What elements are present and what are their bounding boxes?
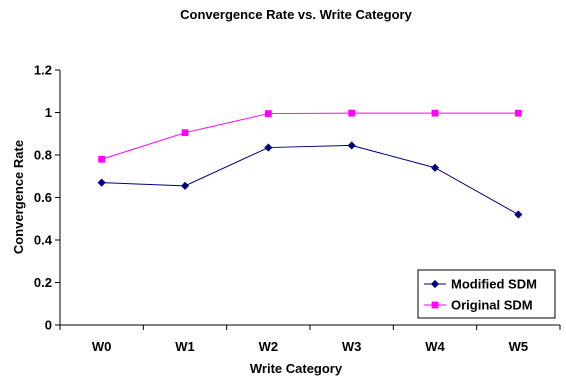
y-tick-label-0: 0 — [45, 318, 52, 333]
x-axis-label: Write Category — [250, 361, 343, 376]
legend-marker-original-sdm — [431, 301, 439, 309]
legend-label-modified-sdm: Modified SDM — [451, 277, 537, 292]
chart-title: Convergence Rate vs. Write Category — [180, 7, 412, 22]
y-axis-label: Convergence Rate — [11, 140, 26, 254]
data-point-modified-sdm-W1 — [180, 181, 190, 190]
data-point-original-sdm-W2 — [264, 110, 272, 117]
data-point-modified-sdm-W5 — [514, 210, 523, 219]
y-tick-label-4: 0.8 — [34, 148, 52, 163]
y-tick-label-5: 1 — [45, 105, 52, 120]
plot-area: 0 0.2 0.4 0.6 0.8 1 1.2 W0 W1 W2 W3 W4 W5 — [34, 63, 561, 354]
y-tick-label-3: 0.6 — [34, 190, 52, 205]
x-tick-label-W2: W2 — [259, 339, 279, 354]
data-point-original-sdm-W3 — [348, 109, 356, 117]
x-tick-label-W0: W0 — [92, 339, 112, 354]
data-point-original-sdm-W0 — [98, 155, 106, 163]
series-line-original-sdm — [101, 112, 519, 160]
legend-box — [417, 269, 556, 319]
legend: Modified SDM Original SDM — [417, 269, 556, 319]
data-point-modified-sdm-W2 — [264, 143, 273, 152]
y-tick-label-2: 0.4 — [34, 233, 53, 248]
y-tick-label-1: 0.2 — [34, 275, 52, 290]
legend-label-original-sdm: Original SDM — [451, 298, 533, 313]
legend-marker-modified-sdm — [430, 279, 440, 289]
series-line-modified-sdm — [101, 144, 519, 215]
data-point-modified-sdm-W0 — [97, 178, 106, 187]
y-tick-label-6: 1.2 — [34, 63, 52, 78]
x-tick-label-W3: W3 — [342, 339, 362, 354]
data-point-original-sdm-W1 — [181, 129, 189, 137]
x-tick-label-W5: W5 — [509, 339, 529, 354]
data-point-original-sdm-W4 — [431, 109, 439, 117]
data-point-original-sdm-W5 — [514, 109, 522, 117]
data-point-modified-sdm-W4 — [430, 163, 440, 172]
data-point-modified-sdm-W3 — [347, 141, 356, 150]
x-tick-label-W1: W1 — [175, 339, 195, 354]
x-tick-label-W4: W4 — [425, 339, 445, 354]
